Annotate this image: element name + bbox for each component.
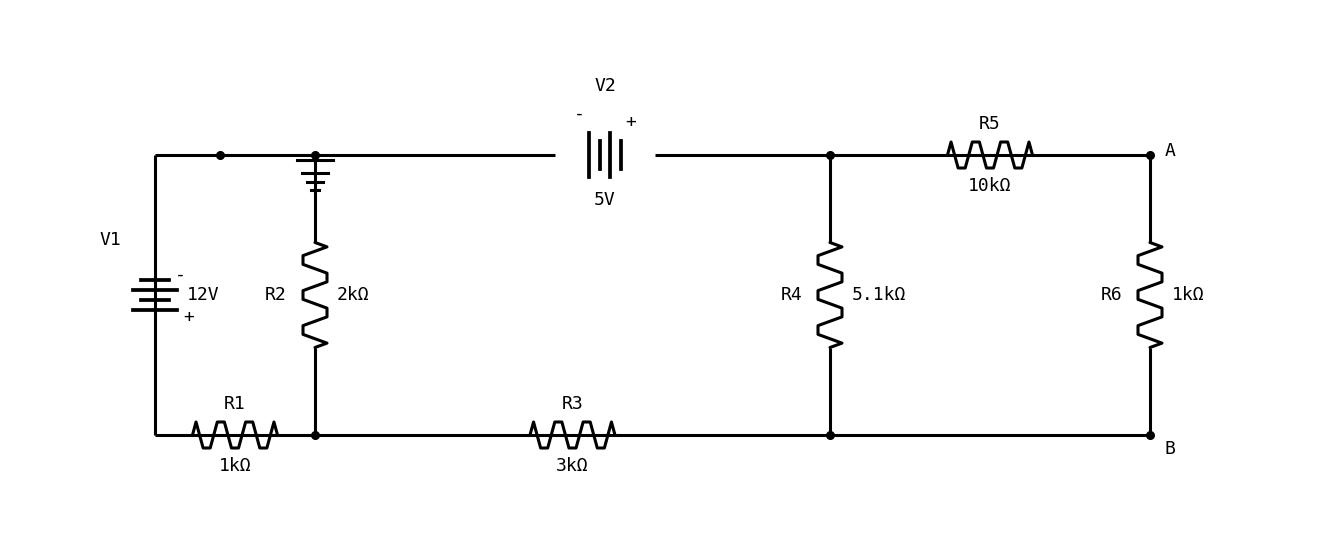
Text: -: - [176, 266, 186, 284]
Text: 3kΩ: 3kΩ [556, 457, 589, 475]
Text: 5V: 5V [594, 191, 616, 209]
Text: -: - [574, 105, 585, 123]
Text: V2: V2 [594, 77, 616, 95]
Text: +: + [183, 308, 194, 326]
Text: 12V: 12V [187, 286, 219, 304]
Text: +: + [626, 113, 636, 131]
Text: 10kΩ: 10kΩ [969, 177, 1011, 195]
Text: 5.1kΩ: 5.1kΩ [851, 286, 907, 304]
Text: R2: R2 [265, 286, 286, 304]
Text: B: B [1166, 440, 1176, 458]
Text: 1kΩ: 1kΩ [1172, 286, 1205, 304]
Text: R1: R1 [224, 395, 246, 413]
Text: R3: R3 [561, 395, 583, 413]
Text: R4: R4 [780, 286, 803, 304]
Text: 2kΩ: 2kΩ [337, 286, 370, 304]
Text: V1: V1 [99, 231, 121, 249]
Text: A: A [1166, 142, 1176, 160]
Text: 1kΩ: 1kΩ [219, 457, 251, 475]
Text: R5: R5 [979, 115, 1001, 133]
Text: R6: R6 [1101, 286, 1122, 304]
